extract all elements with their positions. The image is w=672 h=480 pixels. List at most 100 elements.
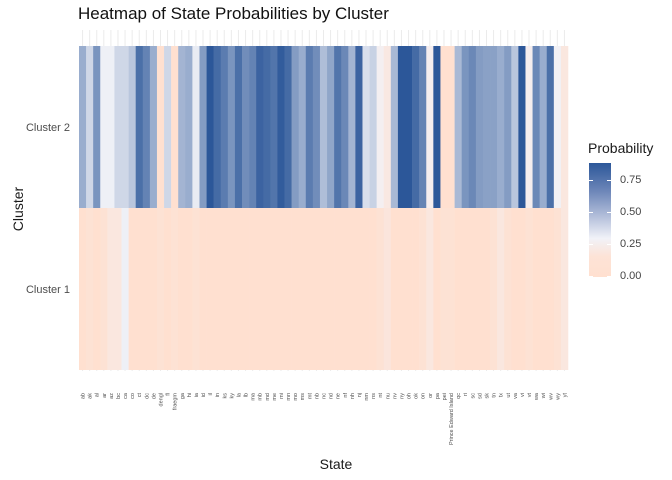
heatmap-tile	[270, 208, 278, 370]
heatmap-tile	[433, 46, 441, 208]
x-tick-label: sc	[470, 393, 476, 399]
heatmap-tile	[242, 208, 250, 370]
heatmap-tile	[135, 208, 144, 370]
heatmap-tile	[178, 208, 186, 370]
x-tick-label: fl	[166, 393, 172, 396]
heatmap-tile	[291, 208, 299, 370]
x-tick-label: fraegm	[173, 393, 179, 411]
heatmap-tile	[440, 208, 448, 370]
heatmap-tile	[79, 208, 87, 370]
heatmap-tile	[490, 46, 498, 208]
heatmap-tile	[348, 208, 356, 370]
x-tick-label: ct	[137, 393, 143, 398]
heatmap-tile	[497, 46, 505, 208]
heatmap-tile	[468, 208, 477, 370]
x-tick-label: ri	[463, 393, 469, 396]
x-tick-label: nm	[364, 393, 370, 401]
x-tick-label: il	[208, 393, 214, 395]
x-tick-label: bc	[116, 393, 122, 399]
x-tick-label: on	[421, 393, 427, 399]
heatmap-tile	[164, 208, 172, 370]
heatmap-tile	[475, 46, 484, 208]
heatmap-tile	[412, 208, 420, 370]
x-tick-label: wi	[541, 393, 547, 399]
x-tick-label: or	[428, 393, 434, 398]
heatmap-tile	[518, 46, 526, 208]
heatmap-tile	[482, 46, 491, 208]
heatmap-tile	[440, 46, 448, 208]
heatmap-tile	[341, 46, 349, 208]
heatmap-tile	[93, 208, 101, 370]
heatmap-tile	[227, 208, 236, 370]
heatmap-tile	[312, 208, 321, 370]
x-tick-label: ok	[414, 393, 420, 399]
heatmap-tile	[327, 208, 335, 370]
heatmap-tile	[234, 46, 243, 208]
heatmap-tile	[263, 208, 271, 370]
x-tick-label: mo	[293, 393, 299, 401]
heatmap-tile	[312, 46, 321, 208]
heatmap-tile	[362, 46, 370, 208]
x-tick-label: oh	[407, 393, 413, 399]
heatmap-tile	[390, 46, 399, 208]
heatmap-tile	[419, 208, 427, 370]
heatmap-tile	[220, 208, 229, 370]
heatmap-tile	[397, 46, 406, 208]
heatmap-tile	[376, 208, 385, 370]
heatmap-tile	[305, 208, 314, 370]
heatmap-tile	[461, 46, 470, 208]
heatmap-tile	[405, 46, 413, 208]
x-tick-label: me	[272, 393, 278, 401]
heatmap-tile	[447, 208, 455, 370]
heatmap-tile	[298, 208, 307, 370]
heatmap-tile	[525, 208, 533, 370]
x-tick-label: ia	[194, 392, 200, 397]
heatmap-tile	[256, 208, 264, 370]
heatmap-tile	[390, 208, 399, 370]
heatmap-tile	[405, 208, 413, 370]
heatmap-tile	[178, 46, 186, 208]
heatmap-tile	[135, 46, 144, 208]
heatmap-tile	[504, 208, 512, 370]
heatmap-tile	[192, 46, 200, 208]
heatmap-tile	[156, 46, 165, 208]
x-tick-label: tx	[499, 393, 505, 398]
legend-tick-label: 0.75	[620, 174, 642, 186]
heatmap-tile	[419, 46, 427, 208]
heatmap-tile	[277, 46, 285, 208]
heatmap-tile	[532, 46, 540, 208]
heatmap-tile	[227, 46, 236, 208]
heatmap-tile	[107, 46, 115, 208]
heatmap-tile	[490, 208, 498, 370]
x-tick-label: sk	[485, 393, 491, 399]
heatmap-tile	[149, 46, 158, 208]
legend-tick-label: 0.00	[620, 270, 642, 282]
heatmap-tile	[100, 208, 108, 370]
x-tick-label: nu	[385, 393, 391, 399]
x-tick-label: ny	[399, 393, 405, 399]
x-tick-label: nd	[329, 393, 335, 399]
x-tick-label: nt	[378, 393, 384, 398]
heatmap-tile	[171, 46, 179, 208]
heatmap-tile	[249, 208, 257, 370]
heatmap-tile	[185, 208, 193, 370]
heatmap-tile	[461, 208, 470, 370]
heatmap-tile	[319, 208, 328, 370]
heatmap-tile	[426, 208, 434, 370]
x-tick-label: md	[265, 393, 271, 401]
x-tick-label: mn	[286, 393, 292, 401]
heatmap-tile	[560, 208, 569, 370]
x-tick-label: mb	[258, 393, 264, 401]
heatmap-tile	[482, 208, 491, 370]
heatmap-tile	[199, 208, 207, 370]
y-tick-label: Cluster 2	[26, 122, 70, 134]
heatmap-tile	[539, 208, 548, 370]
heatmap-tile	[298, 46, 307, 208]
x-tick-label: id	[201, 393, 207, 397]
x-tick-label: az	[109, 393, 115, 399]
x-tick-label: nh	[350, 393, 356, 399]
x-tick-label: mi	[279, 393, 285, 399]
heatmap-tile	[334, 46, 342, 208]
heatmap-tile	[277, 208, 285, 370]
